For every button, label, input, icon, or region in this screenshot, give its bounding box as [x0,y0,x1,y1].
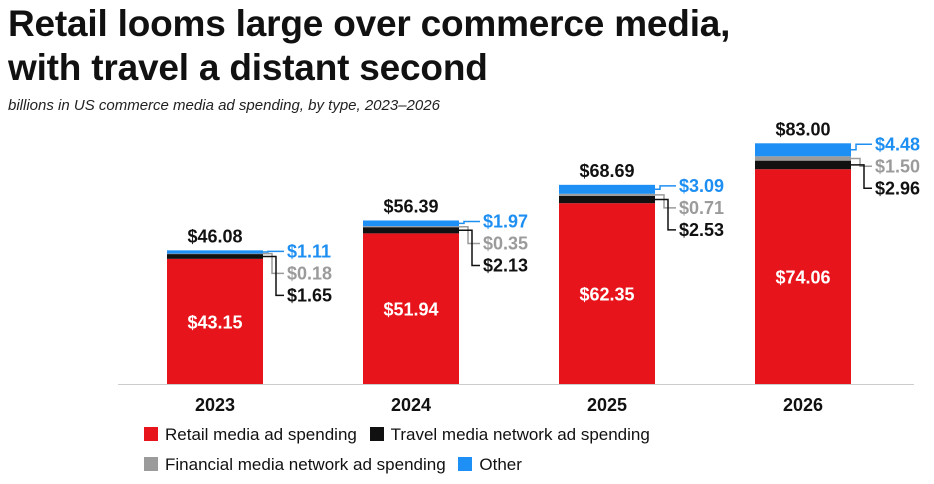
retail-value-label-2024: $51.94 [383,300,438,320]
legend-label-retail: Retail media ad spending [165,424,357,444]
bar-segment-2026-1 [755,160,851,170]
retail-value-label-2025: $62.35 [579,285,634,305]
retail-value-label-2026: $74.06 [775,268,830,288]
leader-line-2026-1 [851,164,872,190]
leader-line-2026-3 [851,143,872,151]
chart-title: Retail looms large over commerce media, … [8,3,731,88]
bar-segment-2026-3 [755,143,851,157]
value-label-2023-1: $1.65 [287,285,332,305]
legend-item-financial: Financial media network ad spending [144,455,446,475]
bar-segment-2024-0 [363,233,459,384]
legend-swatch-financial [144,456,158,471]
total-label-2024: $56.39 [383,196,438,216]
stacked-bar-chart: $43.15 $46.08 2023 $1.11$0.18$1.65 $51.94 $56… [118,119,920,415]
bar-segment-2023-2 [167,253,263,255]
legend-item-retail: Retail media ad spending [144,425,357,445]
value-label-2024-2: $0.35 [483,233,528,253]
bar-segment-2025-2 [559,193,655,196]
total-label-2023: $46.08 [187,226,242,246]
leader-line-2025-2 [655,194,676,209]
legend-item-other: Other [458,455,522,475]
leader-line-2025-1 [655,198,676,231]
value-label-2023-2: $0.18 [287,263,332,283]
bar-segment-2023-3 [167,250,263,254]
value-label-2026-3: $4.48 [875,134,920,154]
category-label-2024: 2024 [391,395,431,415]
value-label-2024-3: $1.97 [483,211,528,231]
legend-item-travel: Travel media network ad spending [369,424,650,445]
value-label-2025-2: $0.71 [679,198,724,218]
bar-segment-2023-1 [167,254,263,259]
value-label-2023-3: $1.11 [287,241,331,261]
bar-segment-2025-1 [559,195,655,204]
bar-segment-2026-0 [755,169,851,384]
bar-segment-2025-3 [559,184,655,194]
leader-line-2024-2 [459,225,480,245]
category-label-2026: 2026 [783,395,823,415]
leader-line-2023-1 [263,255,284,297]
leader-line-2023-2 [263,252,284,275]
value-label-2025-1: $2.53 [679,220,724,240]
legend-label-financial: Financial media network ad spending [165,454,446,474]
category-label-2025: 2025 [587,395,627,415]
leader-line-2026-2 [851,157,872,168]
value-label-2026-1: $2.96 [875,178,920,198]
bar-segment-2025-0 [559,203,655,384]
bar-segment-2026-2 [755,156,851,161]
total-label-2026: $83.00 [775,119,830,139]
bar-segment-2024-2 [363,226,459,228]
chart-legend: Retail media ad spending Travel media ne… [144,424,904,484]
legend-row-2: Financial media network ad spending Othe… [144,454,904,474]
legend-label-other: Other [479,454,522,474]
leader-line-2024-3 [459,220,480,225]
chart-subtitle: billions in US commerce media ad spendin… [8,97,440,114]
legend-swatch-other [458,456,473,471]
legend-swatch-travel [369,426,384,441]
value-label-2025-3: $3.09 [679,176,724,196]
leader-line-2025-3 [655,185,676,191]
legend-row-1: Retail media ad spending Travel media ne… [144,424,904,444]
value-label-2024-1: $2.13 [483,255,528,275]
category-label-2023: 2023 [195,395,235,415]
leader-line-2023-3 [263,250,284,253]
bar-segment-2023-0 [167,258,263,384]
legend-swatch-retail [144,426,158,441]
leader-line-2024-1 [459,229,480,267]
total-label-2025: $68.69 [579,161,634,181]
retail-value-label-2023: $43.15 [187,312,242,332]
legend-label-travel: Travel media network ad spending [390,424,650,444]
bar-segment-2024-3 [363,220,459,227]
bar-segment-2024-1 [363,227,459,234]
value-label-2026-2: $1.50 [875,156,920,176]
